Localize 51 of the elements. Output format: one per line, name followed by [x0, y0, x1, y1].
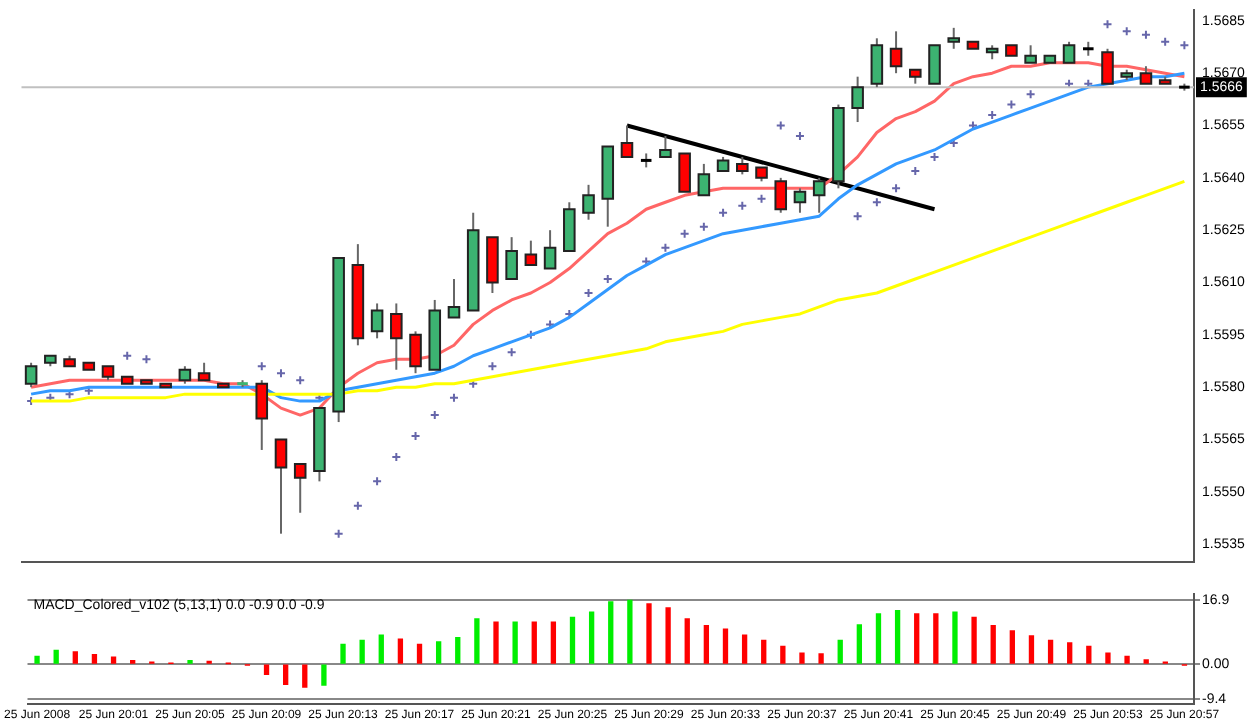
bar: [722, 628, 729, 664]
bar: [72, 651, 78, 664]
bar: [894, 609, 901, 664]
bar: [493, 621, 499, 664]
bar: [837, 639, 843, 664]
bar: [818, 653, 824, 664]
bar: [741, 634, 748, 664]
bar: [971, 616, 977, 664]
bar: [627, 599, 633, 664]
bar: [416, 643, 423, 664]
bar: [378, 634, 384, 664]
bar: [263, 664, 270, 675]
bar: [435, 641, 442, 664]
bar: [990, 624, 996, 664]
bar: [1047, 639, 1054, 664]
bar: [1028, 635, 1035, 664]
bar: [703, 624, 710, 664]
bar: [608, 601, 614, 664]
bar: [550, 621, 557, 664]
bar: [359, 639, 365, 664]
bar: [512, 621, 518, 664]
bar: [646, 603, 652, 664]
bar: [761, 639, 767, 664]
bar: [110, 656, 117, 664]
bar: [283, 664, 289, 686]
bar: [397, 638, 404, 664]
bar: [780, 645, 786, 664]
bar: [340, 643, 346, 664]
bar: [875, 613, 882, 664]
bar: [588, 611, 595, 664]
bar: [1086, 645, 1092, 664]
bar: [91, 653, 98, 664]
bar: [1009, 630, 1015, 664]
bar: [34, 655, 40, 664]
bar: [684, 618, 690, 664]
bar: [856, 624, 863, 664]
bar: [302, 664, 308, 688]
bar: [933, 613, 939, 664]
bar: [1124, 655, 1130, 664]
bar: [455, 637, 461, 664]
bar: [321, 664, 327, 686]
bar: [569, 616, 576, 664]
bar: [799, 652, 805, 664]
bar: [531, 621, 537, 664]
bar: [914, 613, 920, 664]
bar: [1067, 642, 1073, 664]
bar: [1105, 652, 1111, 664]
bar: [952, 611, 958, 664]
bar: [665, 607, 671, 664]
bar: [474, 618, 480, 664]
bar: [53, 649, 59, 664]
